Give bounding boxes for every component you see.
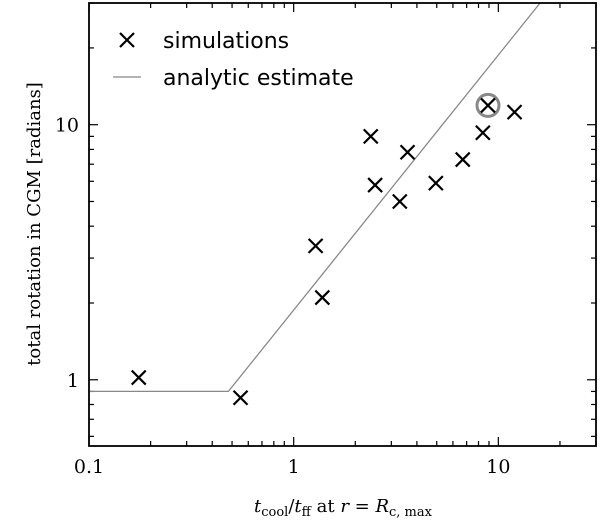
x-label-R: R (374, 496, 389, 517)
x-tick-label: 0.1 (74, 456, 104, 478)
simulation-point (130, 369, 147, 386)
highlight-circle (475, 92, 501, 118)
x-label-sub: c, max (389, 505, 433, 520)
simulation-point (454, 151, 471, 168)
analytic-estimate-line (89, 2, 541, 393)
x-label-t2: t (294, 496, 302, 517)
x-axis-label: tcool/tff at r = Rc, max (254, 496, 433, 520)
x-label-at: at (311, 496, 340, 517)
x-tick-label: 10 (486, 456, 510, 478)
analytic-estimate-series (89, 2, 541, 393)
plot-frame (88, 2, 597, 447)
highlight-marker (475, 92, 501, 118)
legend-label-simulations: simulations (163, 29, 289, 54)
simulation-point (232, 389, 249, 406)
simulation-point (506, 104, 523, 120)
y-tick-label: 10 (55, 115, 79, 137)
simulation-point (362, 128, 379, 145)
simulation-point (307, 238, 324, 254)
simulations-series (130, 97, 523, 406)
simulation-point (314, 289, 331, 306)
legend: simulations analytic estimate (113, 29, 354, 91)
y-axis-label: total rotation in CGM [radians] (24, 82, 45, 366)
legend-marker-simulations (119, 32, 135, 48)
x-label-ff: ff (302, 505, 313, 520)
simulation-point (475, 124, 491, 141)
simulation-point (367, 177, 383, 193)
x-label-eq: = (349, 496, 376, 517)
x-label-cool: cool (261, 505, 288, 520)
x-label-slash: / (288, 496, 295, 517)
x-tick-label: 1 (288, 456, 300, 478)
simulation-point (399, 144, 416, 161)
y-tick-label: 1 (67, 370, 79, 392)
x-label-t: t (254, 496, 262, 517)
simulation-point (480, 97, 496, 114)
simulation-point (392, 193, 408, 210)
x-label-r: r (340, 496, 350, 517)
legend-label-analytic: analytic estimate (163, 66, 354, 91)
simulation-point (428, 175, 444, 191)
tick-labels: 0.1 1 10 1 10 (55, 115, 511, 478)
